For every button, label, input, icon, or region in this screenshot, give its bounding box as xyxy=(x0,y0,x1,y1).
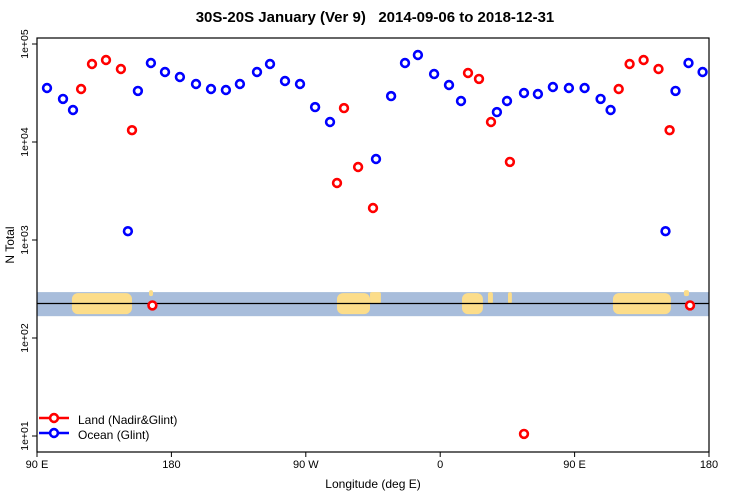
data-point-ocean xyxy=(324,116,336,128)
data-point-ocean xyxy=(660,226,671,237)
data-point-ocean xyxy=(428,68,440,80)
legend: Land (Nadir&Glint) Ocean (Glint) xyxy=(38,412,177,442)
data-point-land xyxy=(638,54,649,66)
data-point-land xyxy=(504,156,516,168)
data-point-ocean xyxy=(670,85,681,97)
data-point-ocean xyxy=(220,84,232,96)
data-point-ocean xyxy=(279,75,291,87)
y-tick-label: 1e+03 xyxy=(19,225,31,255)
data-point-land xyxy=(338,102,350,114)
x-tick-label: 180 xyxy=(162,459,180,471)
x-tick-label: 0 xyxy=(437,459,443,471)
data-point-land xyxy=(331,177,343,189)
map-band-land-patch xyxy=(487,292,493,304)
data-point-ocean xyxy=(683,57,694,69)
map-band-land-patch xyxy=(507,292,512,304)
data-point-ocean xyxy=(399,57,411,69)
data-point-ocean xyxy=(385,90,397,102)
data-point-land xyxy=(100,54,112,66)
data-point-ocean xyxy=(205,83,217,95)
legend-item-land: Land (Nadir&Glint) xyxy=(38,412,177,427)
y-tick-label: 1e+04 xyxy=(19,127,31,157)
data-point-land xyxy=(367,202,379,214)
data-point-ocean xyxy=(174,71,186,83)
data-point-land xyxy=(613,83,624,95)
data-point-land xyxy=(462,67,474,79)
legend-symbol-land xyxy=(38,411,70,429)
data-point-ocean xyxy=(264,58,276,70)
x-tick-label: 180 xyxy=(700,459,718,471)
data-point-ocean xyxy=(491,106,503,118)
legend-item-ocean: Ocean (Glint) xyxy=(38,427,177,442)
data-point-ocean xyxy=(132,85,144,97)
data-point-ocean xyxy=(122,226,134,237)
y-tick-label: 1e+02 xyxy=(19,323,31,353)
map-band-land-patch xyxy=(149,290,154,297)
data-point-land xyxy=(473,73,485,85)
data-point-ocean xyxy=(159,66,171,78)
data-point-ocean xyxy=(518,87,530,99)
data-point-ocean xyxy=(443,79,455,91)
data-point-ocean xyxy=(595,93,606,105)
x-axis-label: Longitude (deg E) xyxy=(325,477,421,491)
data-point-land xyxy=(86,58,98,70)
data-point-land xyxy=(624,58,635,70)
data-point-land xyxy=(485,116,497,128)
legend-label-ocean: Ocean (Glint) xyxy=(78,427,150,442)
data-point-ocean xyxy=(532,88,544,100)
plot-frame xyxy=(36,37,710,453)
data-point-ocean xyxy=(41,82,53,94)
data-point-ocean xyxy=(697,66,708,78)
data-point-ocean xyxy=(234,78,246,90)
data-point-land xyxy=(75,83,87,95)
data-point-ocean xyxy=(251,66,263,78)
data-point-ocean xyxy=(309,101,321,113)
data-point-land xyxy=(653,63,664,75)
y-tick-label: 1e+05 xyxy=(19,29,31,59)
data-point-ocean xyxy=(294,78,306,90)
data-point-ocean xyxy=(563,82,575,94)
data-point-ocean xyxy=(455,95,467,107)
y-tick-label: 1e+01 xyxy=(19,421,31,451)
data-point-ocean xyxy=(605,104,616,116)
data-point-land xyxy=(684,300,696,311)
data-point-ocean xyxy=(57,93,69,105)
map-band-land-patch xyxy=(370,292,381,304)
x-tick-label: 90 W xyxy=(293,459,319,471)
legend-symbol-ocean xyxy=(38,426,70,444)
data-point-land xyxy=(147,300,158,311)
data-point-ocean xyxy=(190,78,202,90)
data-point-ocean xyxy=(579,82,590,94)
data-point-ocean xyxy=(501,95,513,107)
data-point-land xyxy=(352,161,364,173)
data-point-ocean xyxy=(547,81,559,93)
data-point-land xyxy=(115,63,127,75)
data-point-ocean xyxy=(145,57,157,69)
data-point-land xyxy=(664,124,675,136)
data-point-land xyxy=(126,124,138,136)
data-point-ocean xyxy=(67,104,79,116)
x-tick-label: 90 E xyxy=(26,459,49,471)
data-point-ocean xyxy=(412,49,424,61)
data-point-ocean xyxy=(370,153,382,165)
chart-title: 30S-20S January (Ver 9) 2014-09-06 to 20… xyxy=(195,9,555,26)
x-tick-label: 90 E xyxy=(563,459,586,471)
map-band-land-patch xyxy=(683,290,689,297)
data-point-land xyxy=(518,428,530,440)
legend-label-land: Land (Nadir&Glint) xyxy=(78,412,178,427)
